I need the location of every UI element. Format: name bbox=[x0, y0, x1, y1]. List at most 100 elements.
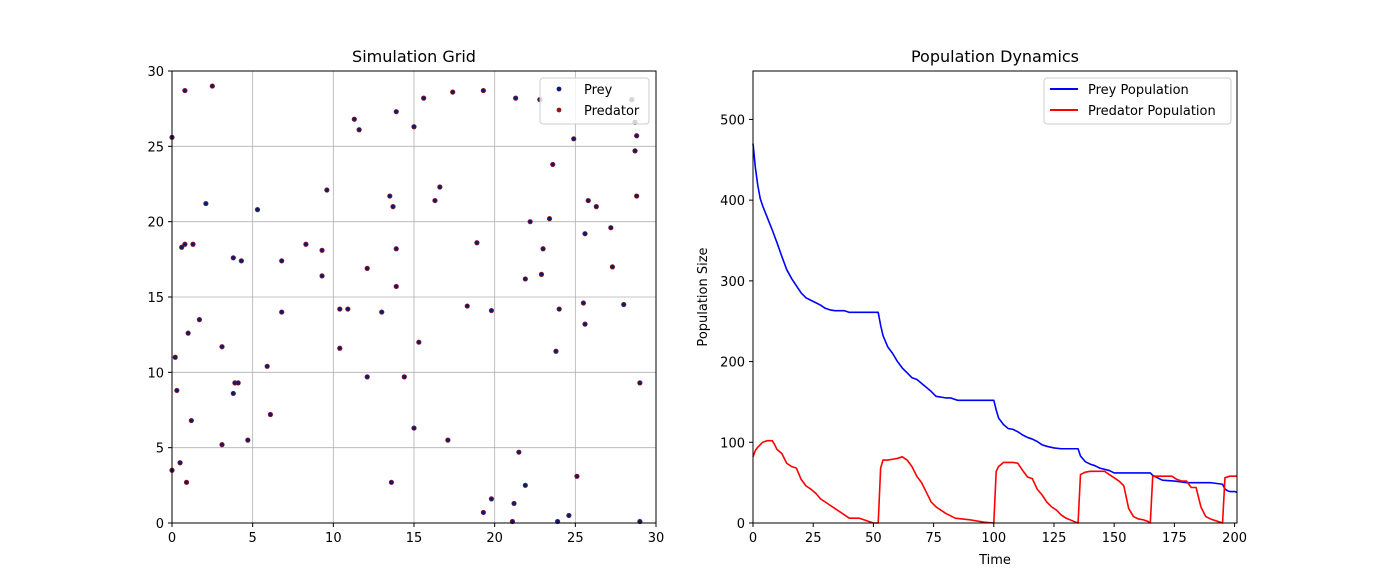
axis-ticks: 0 25 50 75 100 125 150 175 200 0 100 200 300 400 500 bbox=[720, 113, 1247, 546]
prey-point bbox=[320, 248, 324, 253]
prey-point bbox=[489, 308, 494, 313]
prey-point bbox=[609, 225, 613, 230]
prey-point bbox=[557, 307, 561, 311]
prey-point bbox=[220, 442, 224, 447]
series-line-prey-population bbox=[752, 143, 1238, 494]
prey-point bbox=[186, 331, 190, 335]
legend: Prey Population Predator Population bbox=[1043, 77, 1232, 125]
prey-point bbox=[412, 426, 416, 430]
prey-point bbox=[575, 474, 579, 479]
prey-point bbox=[394, 246, 399, 251]
prey-point bbox=[528, 219, 532, 224]
prey-point bbox=[365, 266, 370, 271]
x-tick-label: 25 bbox=[805, 531, 822, 546]
prey-point bbox=[547, 216, 552, 221]
scatter-chart-simulation-grid: Simulation Grid 0 5 10 15 20 25 30 0 5 10 15 20 25 30… bbox=[147, 47, 664, 546]
y-axis-label: Population Size bbox=[696, 247, 711, 346]
prey-point bbox=[365, 375, 370, 379]
prey-point bbox=[610, 265, 615, 269]
x-tick-label: 20 bbox=[486, 531, 503, 546]
y-tick-label: 0 bbox=[156, 517, 164, 532]
prey-point bbox=[634, 133, 639, 138]
x-tick-label: 5 bbox=[249, 531, 257, 546]
x-tick-label: 75 bbox=[925, 531, 942, 546]
x-tick-label: 0 bbox=[168, 531, 176, 546]
prey-point bbox=[357, 127, 361, 132]
prey-point bbox=[541, 246, 545, 251]
prey-point bbox=[231, 391, 236, 396]
prey-point bbox=[412, 124, 416, 129]
prey-point bbox=[417, 340, 421, 345]
prey-point bbox=[571, 137, 576, 141]
prey-point bbox=[634, 194, 639, 198]
y-tick-label: 300 bbox=[720, 275, 745, 290]
x-tick-label: 200 bbox=[1222, 531, 1247, 546]
line-chart-population-dynamics: Population Dynamics 0 25 50 75 100 125 150 175 2… bbox=[696, 47, 1247, 568]
x-tick-label: 150 bbox=[1102, 531, 1127, 546]
prey-point bbox=[325, 188, 329, 192]
prey-point bbox=[523, 277, 528, 281]
x-tick-label: 125 bbox=[1042, 531, 1067, 546]
prey-point bbox=[320, 274, 324, 278]
axis-ticks: 0 5 10 15 20 25 30 0 5 10 15 20 25 30 bbox=[147, 65, 664, 546]
prey-point bbox=[446, 438, 450, 442]
x-tick-label: 0 bbox=[749, 531, 757, 546]
prey-point bbox=[550, 162, 555, 167]
prey-point bbox=[220, 344, 224, 349]
prey-point bbox=[178, 460, 182, 465]
prey-point bbox=[391, 204, 395, 209]
prey-point bbox=[389, 480, 394, 485]
chart-title: Simulation Grid bbox=[352, 47, 476, 66]
prey-point bbox=[183, 242, 187, 247]
prey-point bbox=[512, 501, 516, 506]
prey-point bbox=[638, 519, 642, 524]
y-tick-label: 5 bbox=[156, 442, 164, 457]
legend-box bbox=[1043, 77, 1232, 125]
legend-label-prey: Prey bbox=[584, 83, 613, 98]
prey-point bbox=[481, 510, 486, 515]
legend-marker-prey bbox=[556, 86, 562, 92]
prey-point bbox=[475, 240, 479, 245]
prey-point bbox=[179, 245, 184, 250]
prey-point bbox=[555, 519, 560, 524]
y-tick-label: 0 bbox=[737, 517, 745, 532]
prey-point bbox=[173, 355, 178, 360]
prey-point bbox=[450, 90, 455, 94]
prey-point bbox=[489, 497, 494, 501]
data-points bbox=[169, 83, 643, 525]
legend-label-predator: Predator bbox=[584, 104, 640, 119]
prey-point bbox=[268, 412, 273, 417]
prey-point bbox=[638, 381, 642, 385]
legend-label-prey-population: Prey Population bbox=[1088, 83, 1189, 98]
legend-label-predator-population: Predator Population bbox=[1088, 104, 1216, 119]
x-tick-label: 10 bbox=[325, 531, 342, 546]
prey-point bbox=[402, 375, 407, 379]
series-lines bbox=[752, 143, 1238, 524]
prey-point bbox=[337, 307, 342, 311]
prey-point bbox=[337, 346, 342, 351]
legend-marker-predator bbox=[556, 107, 562, 113]
prey-point bbox=[583, 231, 587, 236]
prey-point bbox=[184, 480, 189, 485]
prey-point bbox=[517, 450, 521, 454]
prey-point bbox=[394, 284, 399, 289]
legend-box bbox=[539, 77, 650, 125]
y-tick-label: 25 bbox=[147, 140, 164, 155]
prey-point bbox=[510, 519, 515, 524]
prey-point bbox=[175, 388, 179, 393]
x-tick-label: 30 bbox=[648, 531, 665, 546]
series-line-predator-population bbox=[752, 439, 1237, 524]
prey-point bbox=[346, 307, 350, 311]
x-tick-label: 25 bbox=[567, 531, 584, 546]
prey-point bbox=[438, 185, 442, 189]
prey-point bbox=[265, 364, 269, 369]
prey-point bbox=[621, 302, 626, 307]
prey-point bbox=[394, 109, 399, 114]
prey-point bbox=[246, 438, 250, 442]
x-axis-label: Time bbox=[978, 553, 1011, 568]
x-tick-label: 175 bbox=[1162, 531, 1187, 546]
prey-point bbox=[594, 204, 599, 209]
chart-title: Population Dynamics bbox=[911, 47, 1079, 66]
prey-point bbox=[586, 198, 591, 203]
prey-point bbox=[581, 301, 586, 305]
